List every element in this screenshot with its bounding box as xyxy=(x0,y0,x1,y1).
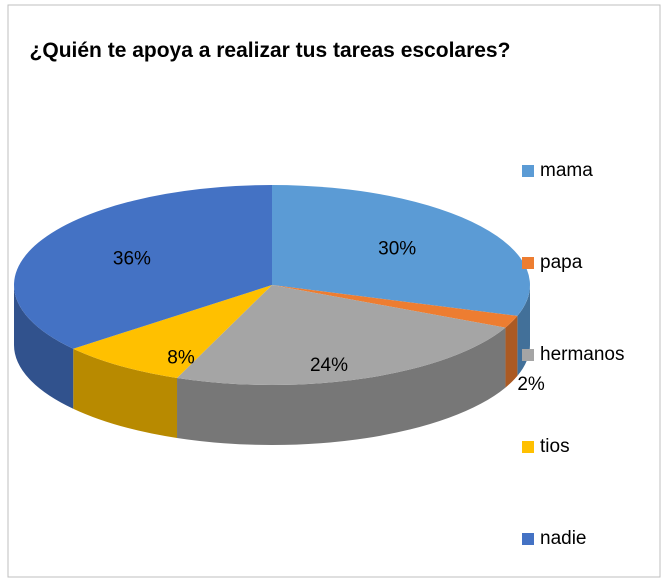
legend-swatch xyxy=(522,349,534,361)
legend-swatch xyxy=(522,165,534,177)
legend-swatch xyxy=(522,257,534,269)
data-label: 24% xyxy=(310,355,348,376)
chart-title: ¿Quién te apoya a realizar tus tareas es… xyxy=(29,39,511,62)
slice-side xyxy=(505,315,518,388)
slice xyxy=(14,185,272,349)
legend-label: mama xyxy=(540,160,593,181)
slice xyxy=(73,285,273,378)
legend-label: tios xyxy=(540,436,570,457)
slice xyxy=(272,285,518,328)
data-label: 8% xyxy=(167,348,195,369)
legend-swatch xyxy=(522,533,534,545)
slice-side xyxy=(177,327,506,446)
legend-label: papa xyxy=(540,252,583,273)
slice-side xyxy=(73,348,178,438)
data-label: 2% xyxy=(517,374,545,395)
slice xyxy=(272,185,530,316)
legend-label: hermanos xyxy=(540,344,625,365)
data-label: 36% xyxy=(113,249,151,270)
data-label: 30% xyxy=(378,239,416,260)
slice xyxy=(177,285,506,386)
legend-label: nadie xyxy=(540,528,587,549)
legend-swatch xyxy=(522,441,534,453)
slice-side xyxy=(14,285,74,409)
